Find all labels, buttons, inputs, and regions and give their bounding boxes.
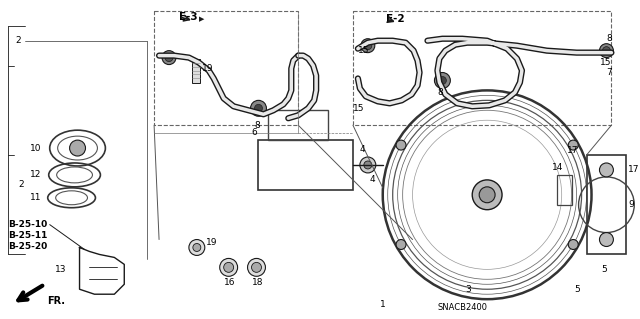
- Circle shape: [568, 140, 578, 150]
- Text: 2: 2: [15, 36, 20, 45]
- Text: 4: 4: [360, 145, 365, 153]
- Text: 14: 14: [552, 163, 563, 173]
- Circle shape: [364, 161, 372, 169]
- Circle shape: [361, 39, 375, 53]
- Text: 10: 10: [30, 144, 42, 152]
- Bar: [268, 110, 328, 140]
- Circle shape: [435, 72, 451, 88]
- Circle shape: [162, 51, 176, 64]
- Circle shape: [165, 54, 173, 62]
- Text: 18: 18: [252, 278, 263, 287]
- Circle shape: [224, 263, 234, 272]
- Bar: [259, 140, 353, 190]
- Text: 2: 2: [18, 180, 24, 189]
- Text: 7: 7: [607, 68, 612, 77]
- Text: 12: 12: [30, 170, 41, 179]
- Text: E-3: E-3: [179, 12, 198, 22]
- Text: 5: 5: [575, 285, 580, 294]
- Text: 16: 16: [224, 278, 235, 287]
- Circle shape: [193, 243, 201, 251]
- Text: 8: 8: [437, 88, 443, 97]
- Text: FR.: FR.: [47, 296, 65, 306]
- Circle shape: [364, 42, 372, 50]
- Text: 8: 8: [255, 121, 260, 130]
- Bar: [192, 59, 200, 84]
- Circle shape: [220, 258, 237, 276]
- Text: 4: 4: [370, 175, 376, 184]
- Text: B-25-20: B-25-20: [8, 242, 47, 251]
- Circle shape: [396, 140, 406, 150]
- Circle shape: [255, 104, 262, 112]
- Circle shape: [479, 187, 495, 203]
- Circle shape: [248, 258, 266, 276]
- Text: SNACB2400: SNACB2400: [437, 303, 488, 312]
- Text: 8: 8: [607, 34, 612, 43]
- Text: 13: 13: [54, 265, 66, 274]
- Text: 15: 15: [600, 58, 611, 67]
- Circle shape: [360, 157, 376, 173]
- Bar: [353, 11, 611, 125]
- Circle shape: [438, 77, 446, 85]
- Circle shape: [250, 100, 266, 116]
- Text: B-25-10: B-25-10: [8, 220, 47, 229]
- Text: 15: 15: [358, 46, 369, 55]
- Bar: [586, 155, 627, 255]
- Text: 3: 3: [465, 285, 471, 294]
- Text: B-25-11: B-25-11: [8, 231, 47, 240]
- Text: 9: 9: [628, 200, 634, 209]
- Circle shape: [602, 47, 611, 55]
- Circle shape: [568, 240, 578, 249]
- Circle shape: [70, 140, 86, 156]
- Text: 17: 17: [566, 145, 578, 155]
- Text: 17: 17: [628, 166, 640, 174]
- Circle shape: [600, 163, 613, 177]
- Bar: [557, 175, 572, 205]
- Circle shape: [600, 233, 613, 247]
- Text: ▶: ▶: [199, 16, 204, 22]
- Circle shape: [472, 180, 502, 210]
- Circle shape: [600, 44, 613, 58]
- Circle shape: [252, 263, 262, 272]
- Bar: [154, 11, 298, 125]
- Text: 19: 19: [202, 64, 213, 73]
- Text: 11: 11: [30, 193, 42, 202]
- Text: 1: 1: [380, 300, 385, 309]
- Text: 19: 19: [206, 238, 218, 247]
- Circle shape: [396, 240, 406, 249]
- Text: 5: 5: [602, 265, 607, 274]
- Circle shape: [189, 240, 205, 256]
- Text: 15: 15: [353, 104, 364, 113]
- Text: 6: 6: [252, 128, 257, 137]
- Text: E-2: E-2: [386, 14, 404, 24]
